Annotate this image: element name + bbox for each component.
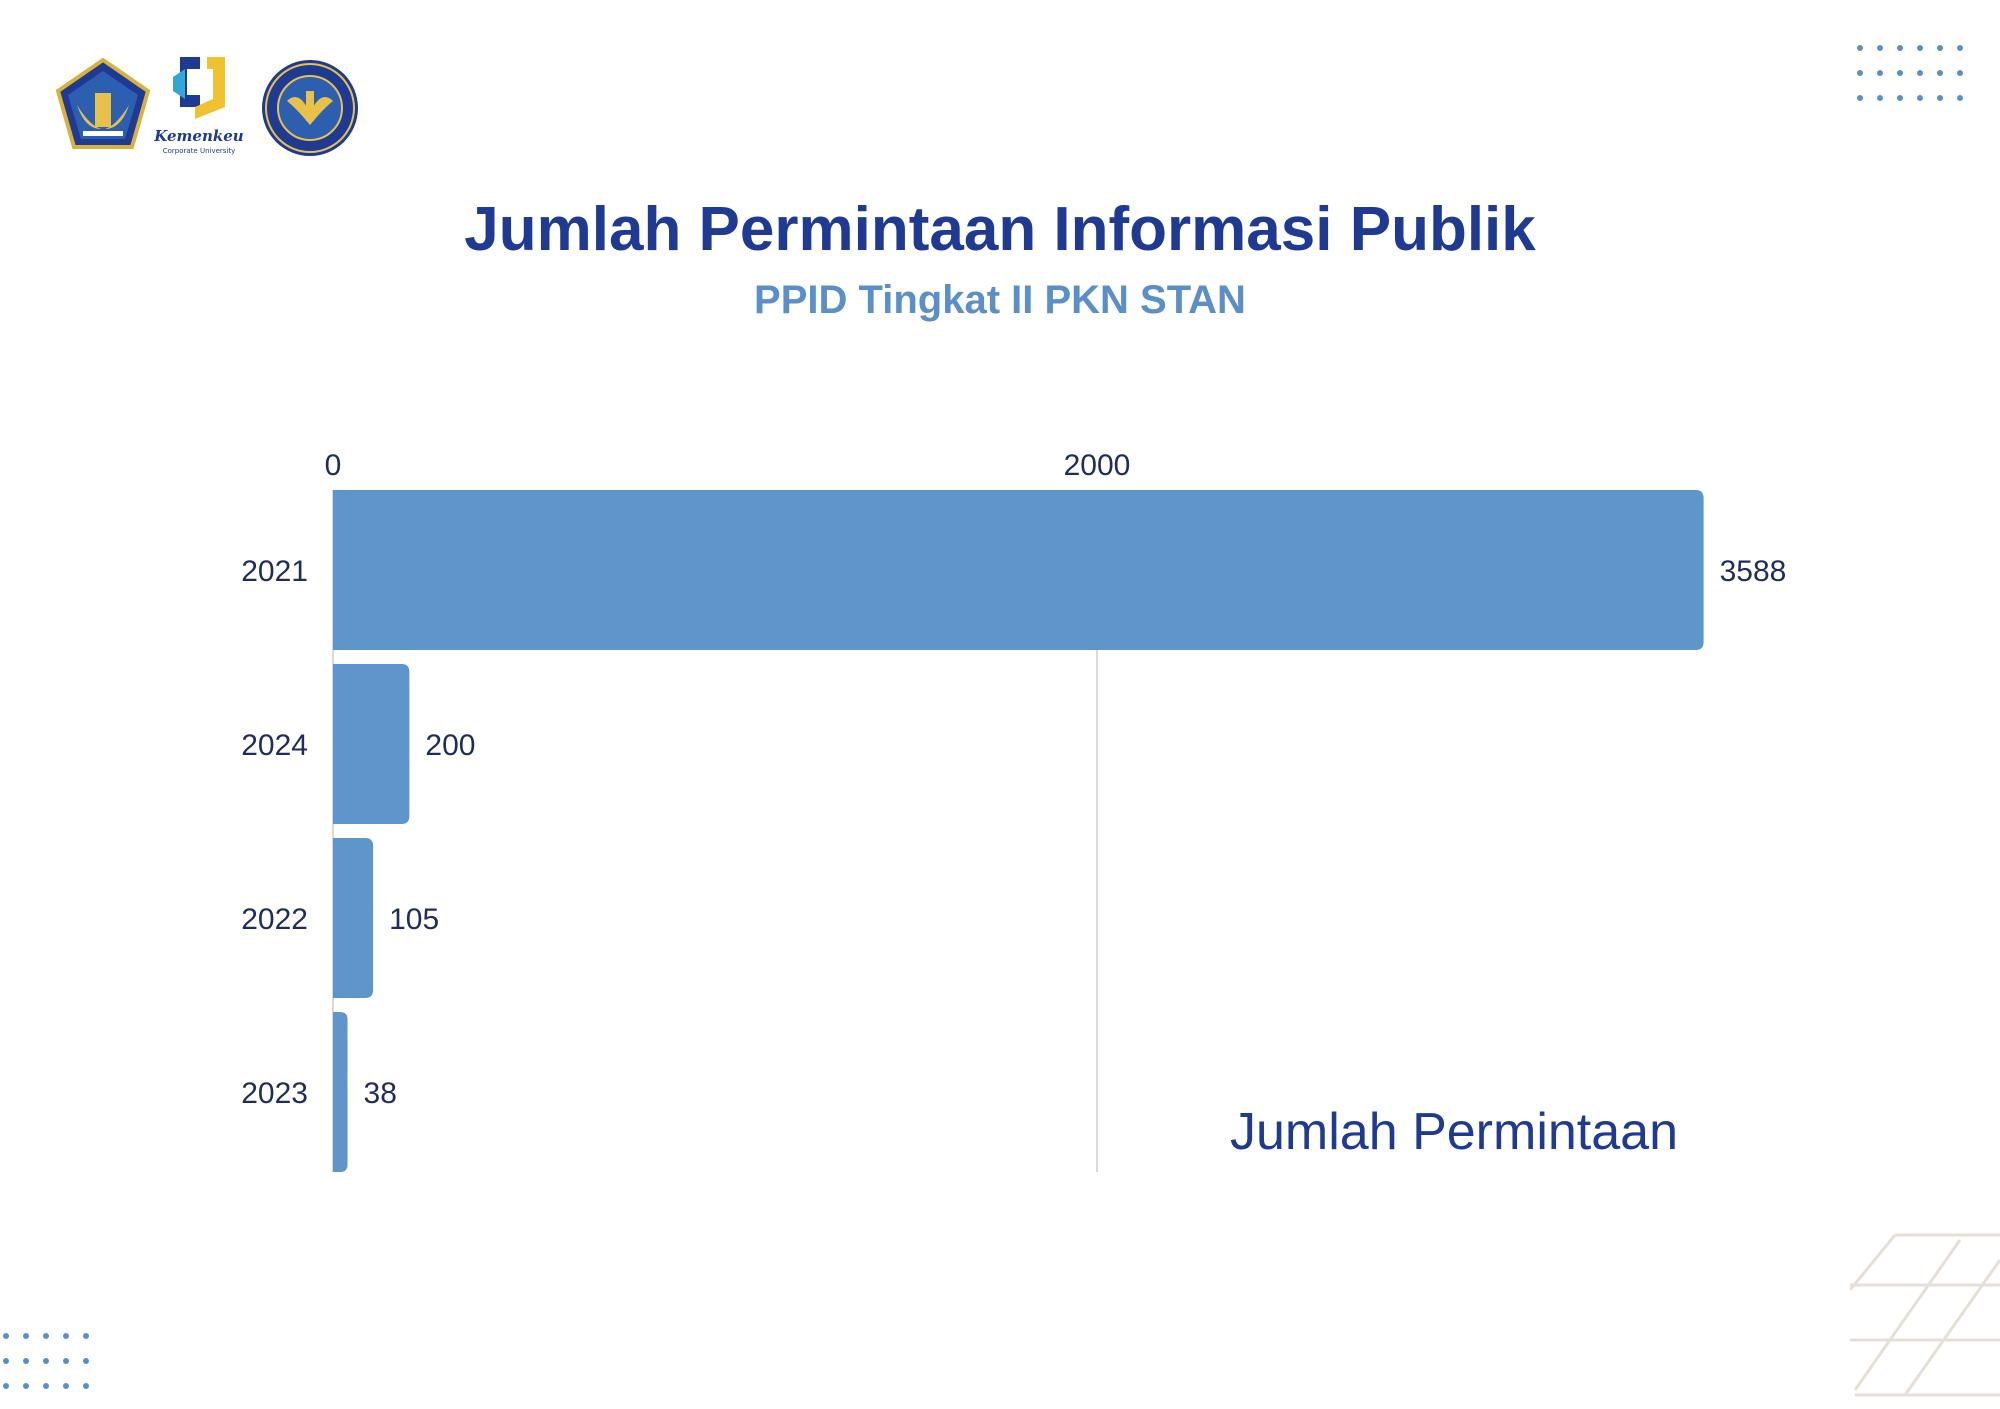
category-label: 2024: [241, 729, 308, 762]
value-label: 105: [389, 903, 439, 936]
label-layer: 0 2000 2021 3588 2024 200 2022 105 2023 38: [241, 449, 1786, 1110]
value-label: 200: [425, 729, 475, 762]
bar-2024: [333, 664, 410, 824]
chart-subtitle: PPID Tingkat II PKN STAN: [754, 278, 1246, 322]
corpu-logo-subtext: Corporate University: [163, 147, 236, 155]
bar-2022: [333, 838, 374, 998]
bottom-right-line-pattern: [1850, 1233, 2000, 1397]
corpu-logo-text: Kemenkeu: [153, 127, 244, 145]
series-label: Jumlah Permintaan: [1230, 1103, 1678, 1161]
logo-group: Kemenkeu Corporate University: [55, 57, 358, 156]
chart-title: Jumlah Permintaan Informasi Publik: [464, 195, 1536, 264]
kemenkeu-corporate-university-logo-icon: Kemenkeu Corporate University: [153, 57, 244, 155]
bar-layer: [333, 490, 1704, 1172]
category-label: 2021: [241, 555, 308, 588]
pkn-stan-seal-icon: [262, 60, 358, 156]
bar-2023: [333, 1012, 348, 1172]
value-label: 38: [364, 1077, 397, 1110]
bar-2021: [333, 490, 1704, 650]
top-right-dot-grid: [1857, 45, 1963, 101]
kemenkeu-logo-icon: [55, 57, 151, 149]
bottom-left-dot-grid: [3, 1333, 89, 1389]
x-tick-label: 2000: [1064, 449, 1131, 482]
category-label: 2023: [241, 1077, 308, 1110]
x-tick-label: 0: [325, 449, 342, 482]
category-label: 2022: [241, 903, 308, 936]
value-label: 3588: [1720, 555, 1787, 588]
